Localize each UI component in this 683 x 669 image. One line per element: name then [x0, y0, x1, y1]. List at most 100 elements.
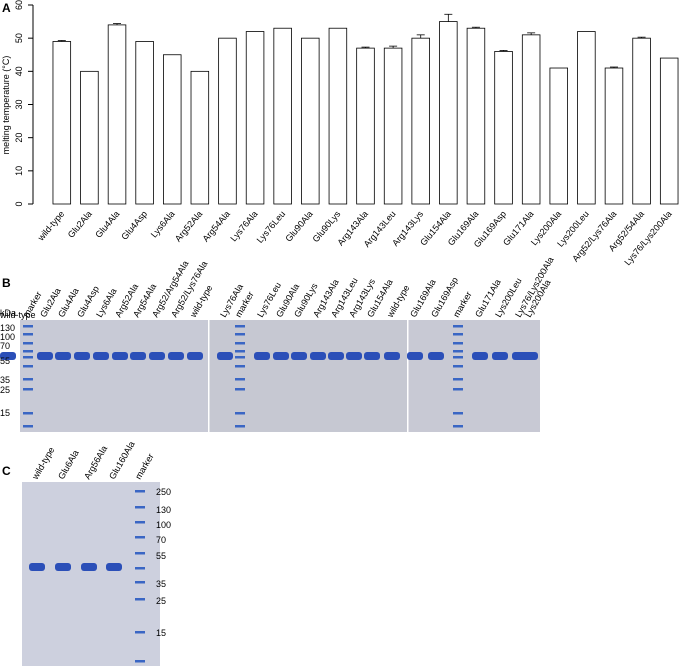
ladder-band [135, 552, 145, 555]
ladder-band [453, 342, 463, 345]
y-tick-label: 0 [14, 201, 24, 206]
protein-band [472, 352, 488, 360]
gel-unit: kDa [0, 308, 16, 318]
protein-band [29, 563, 45, 571]
lane-label: Arg56Ala [82, 444, 109, 481]
x-tick-label: Arg52Ala [173, 209, 204, 244]
bar [466, 27, 486, 205]
protein-band [407, 352, 423, 360]
bar [135, 41, 154, 205]
protein-band [93, 352, 109, 360]
bar [577, 31, 596, 205]
ladder-band [235, 350, 245, 353]
ladder-band [235, 333, 245, 336]
ladder-band [135, 490, 145, 493]
gel [208, 320, 407, 432]
marker-label: 35 [0, 375, 10, 385]
bar [356, 47, 375, 205]
ladder-band [235, 425, 245, 428]
bar [604, 67, 624, 205]
panel-label: B [2, 276, 11, 290]
y-tick-label: 50 [14, 33, 24, 43]
lane-label: wild-type [30, 445, 57, 482]
ladder-band [23, 350, 33, 353]
ladder-band [23, 388, 33, 391]
x-tick-label: Lys6Ala [149, 209, 177, 240]
ladder-band [135, 521, 145, 524]
gel [20, 320, 208, 432]
bar [301, 37, 320, 205]
y-tick-label: 20 [14, 133, 24, 143]
protein-band [492, 352, 508, 360]
marker-label: 55 [0, 356, 10, 366]
y-tick-label: 10 [14, 166, 24, 176]
bar [52, 41, 72, 205]
protein-band [522, 352, 538, 360]
marker-label: 130 [156, 505, 171, 515]
protein-band [81, 563, 97, 571]
bar [218, 37, 237, 205]
ladder-band [453, 412, 463, 415]
gel-divider [407, 320, 409, 432]
ladder-band [23, 325, 33, 328]
ladder-band [453, 325, 463, 328]
bar [549, 67, 568, 205]
ladder-band [135, 567, 145, 570]
ladder-band [23, 342, 33, 345]
protein-band [168, 352, 184, 360]
x-tick-label: Lys76Leu [255, 209, 288, 245]
ladder-band [23, 425, 33, 428]
marker-label: 15 [0, 408, 10, 418]
ladder-band [135, 536, 145, 539]
ladder-band [23, 365, 33, 368]
bar [439, 21, 458, 205]
ladder-band [453, 350, 463, 353]
ladder-band [23, 333, 33, 336]
y-axis-label: melting temperature (°C) [1, 56, 11, 155]
x-tick-label: Arg54Ala [201, 209, 232, 244]
marker-label: 100 [0, 332, 15, 342]
ladder-band [235, 342, 245, 345]
bar [383, 47, 403, 205]
protein-band [384, 352, 400, 360]
protein-band [37, 352, 53, 360]
ladder-band [453, 333, 463, 336]
bar [632, 37, 651, 205]
panel-label: C [2, 464, 11, 478]
gel [22, 482, 160, 666]
marker-label: 100 [156, 520, 171, 530]
bar [80, 70, 99, 205]
lane-label: marker [133, 452, 156, 481]
lane-label: Glu6Ala [56, 448, 81, 481]
x-tick-label: Glu4Ala [93, 209, 121, 240]
protein-band [254, 352, 270, 360]
bar [411, 37, 430, 205]
protein-band [428, 352, 444, 360]
ladder-band [453, 378, 463, 381]
ladder-band [235, 325, 245, 328]
marker-label: 70 [0, 341, 10, 351]
bar [494, 51, 513, 205]
ladder-band [235, 356, 245, 359]
ladder-band [453, 425, 463, 428]
protein-band [187, 352, 203, 360]
ladder-band [235, 412, 245, 415]
protein-band [55, 352, 71, 360]
protein-band [346, 352, 362, 360]
marker-label: 25 [0, 385, 10, 395]
bar [328, 27, 348, 205]
marker-label: 250 [156, 487, 171, 497]
protein-band [328, 352, 344, 360]
x-tick-label: Glu2Ala [66, 209, 94, 240]
bar [521, 34, 541, 205]
ladder-band [135, 506, 145, 509]
marker-label: 70 [156, 535, 166, 545]
ladder-band [235, 378, 245, 381]
marker-label: 130 [0, 323, 15, 333]
protein-band [310, 352, 326, 360]
ladder-band [135, 660, 145, 663]
protein-band [55, 563, 71, 571]
protein-band [364, 352, 380, 360]
lane-label: wild-type [0, 310, 36, 320]
